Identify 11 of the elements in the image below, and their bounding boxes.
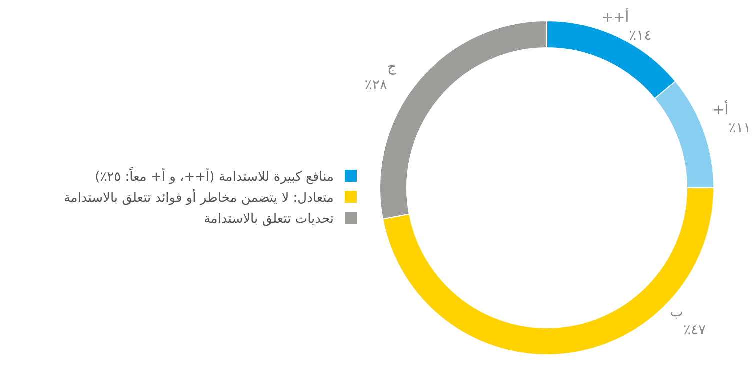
text: تحديات تتعلق بالاستدامة: [204, 212, 334, 227]
slice-label: ب: [670, 304, 684, 320]
data-label: ٪٤٧: [683, 322, 707, 338]
slice-label: ج: [387, 60, 398, 76]
slice-label: أ++: [602, 8, 630, 26]
data-label: ٪١٤: [629, 28, 652, 44]
slice-label: أ+: [712, 100, 729, 119]
data-label: ٪٢٨: [364, 78, 388, 94]
text: متعادل: لا يتضمن مخاطر أو فوائد تتعلق بالاستدامة: [64, 189, 334, 206]
text: منافع كبيرة للاستدامة (أ++، و أ+ معاً: ٢٥٪): [95, 167, 334, 185]
data-label: ٪١١: [728, 120, 752, 137]
